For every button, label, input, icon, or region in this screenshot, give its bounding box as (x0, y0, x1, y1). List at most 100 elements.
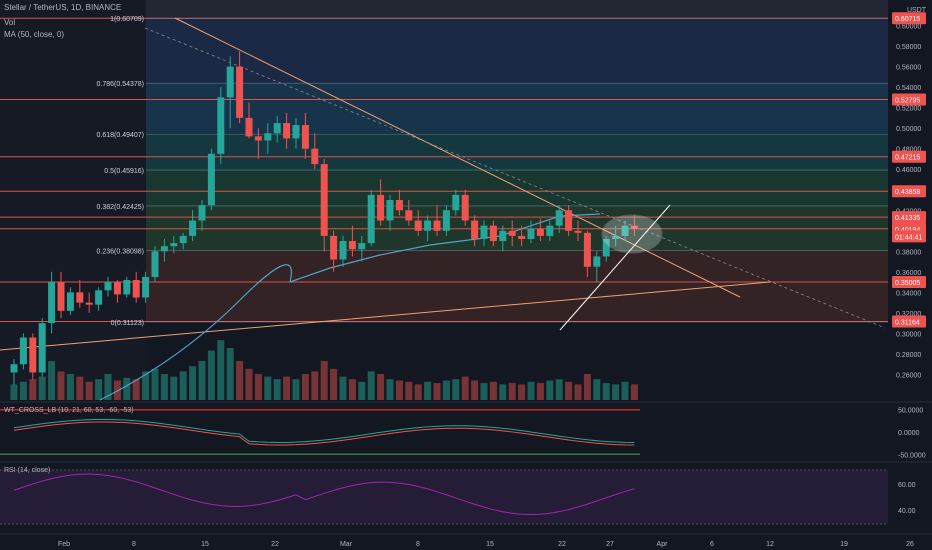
volume-bar (358, 381, 366, 400)
volume-bar (85, 381, 93, 400)
candle-body (377, 194, 385, 221)
candle-body (273, 123, 281, 134)
rsi-tick-label: 40.00 (898, 508, 916, 515)
volume-bar (189, 366, 197, 400)
fib-zone (146, 170, 888, 206)
candle-body (179, 235, 187, 244)
candle-body (113, 282, 121, 295)
candle-body (254, 136, 262, 141)
candle-body (85, 302, 93, 305)
fib-zone (146, 18, 888, 84)
volume-bar (574, 384, 582, 400)
volume-bar (320, 361, 328, 400)
rsi-tick-label: 60.00 (898, 482, 916, 489)
volume-bar (405, 381, 413, 400)
y-tick-label: 0.56000 (896, 65, 921, 72)
volume-bar (29, 379, 37, 400)
y-tick-label: 0.46000 (896, 167, 921, 174)
candle-body (583, 232, 591, 267)
fib-label: 0.786(0.54378) (97, 81, 144, 88)
volume-bar (555, 379, 563, 400)
volume-bar (433, 383, 441, 400)
candle-body (555, 210, 563, 226)
price-tag-label: 0.31164 (895, 319, 920, 326)
volume-bar (104, 374, 112, 400)
candle-body (508, 230, 516, 236)
candle-body (48, 282, 56, 324)
candle-body (536, 228, 544, 236)
x-tick-label: 22 (558, 541, 566, 548)
volume-bar (499, 384, 507, 400)
volume-bar (452, 379, 460, 400)
candle-body (565, 210, 573, 231)
volume-bar (217, 340, 225, 400)
x-tick-label: 15 (201, 541, 209, 548)
candle-body (612, 235, 620, 239)
y-tick-label: 0.58000 (896, 44, 921, 51)
candle-body (358, 243, 366, 250)
price-tag-label: 01:44:41 (895, 234, 922, 241)
candle-body (527, 228, 535, 239)
volume-bar (536, 383, 544, 400)
ma50-line (99, 213, 601, 401)
rising-trendline (0, 281, 771, 351)
wt-tick-label: 0.0000 (898, 430, 920, 437)
volume-bar (377, 374, 385, 400)
x-tick-label: 15 (486, 541, 494, 548)
candle-body (480, 225, 488, 239)
candle-body (452, 194, 460, 211)
volume-bar (518, 384, 526, 400)
volume-bar (245, 368, 253, 400)
ma-label: MA (50, close, 0) (4, 30, 65, 39)
y-tick-label: 0.60000 (896, 24, 921, 31)
volume-bar (198, 361, 206, 400)
candle-body (132, 280, 140, 298)
breakout-line (559, 204, 671, 331)
price-tag (892, 12, 926, 25)
x-tick-label: 19 (840, 541, 848, 548)
y-tick-label: 0.28000 (896, 352, 921, 359)
y-tick-label: 0.32000 (896, 311, 921, 318)
price-tag-label: 0.52795 (895, 97, 920, 104)
volume-bar (621, 381, 629, 400)
volume-bar (565, 381, 573, 400)
x-tick-label: 6 (710, 541, 714, 548)
candle-body (207, 153, 215, 206)
candle-body (264, 133, 272, 141)
candle-body (104, 282, 112, 291)
candle-body (151, 251, 159, 277)
volume-bar (76, 376, 84, 400)
candle-body (593, 256, 601, 267)
candle-body (424, 220, 432, 231)
fib-label: 0.236(0.38098) (97, 248, 144, 255)
candle-body (19, 337, 27, 365)
volume-bar (330, 368, 338, 400)
y-tick-label: 0.34000 (896, 290, 921, 297)
fib-label: 0(0.31123) (111, 320, 144, 327)
price-tag-label: 0.41335 (895, 215, 920, 222)
y-tick-label: 0.54000 (896, 85, 921, 92)
volume-bar (264, 376, 272, 400)
currency-label: USDT (907, 7, 927, 14)
volume-bar (283, 376, 291, 400)
price-tag (892, 93, 926, 106)
fib-zone (146, 250, 888, 322)
volume-bar (273, 379, 281, 400)
volume-bar (480, 383, 488, 400)
rsi-band (0, 470, 888, 524)
volume-bar (57, 371, 65, 400)
volume-bar (612, 384, 620, 400)
wt-tick-label: -50.0000 (898, 452, 926, 459)
pre-fib-area (0, 0, 146, 400)
candle-body (574, 230, 582, 233)
volume-bar (179, 371, 187, 400)
fib-zone (146, 0, 888, 19)
vol-label: Vol (4, 18, 16, 27)
x-tick-label: Feb (58, 541, 70, 548)
fib-label: 0.382(0.42425) (97, 204, 144, 211)
candle-body (76, 292, 84, 303)
price-tag-label: 0.47215 (895, 155, 920, 162)
fib-zone (146, 83, 888, 135)
price-tag (892, 150, 926, 163)
